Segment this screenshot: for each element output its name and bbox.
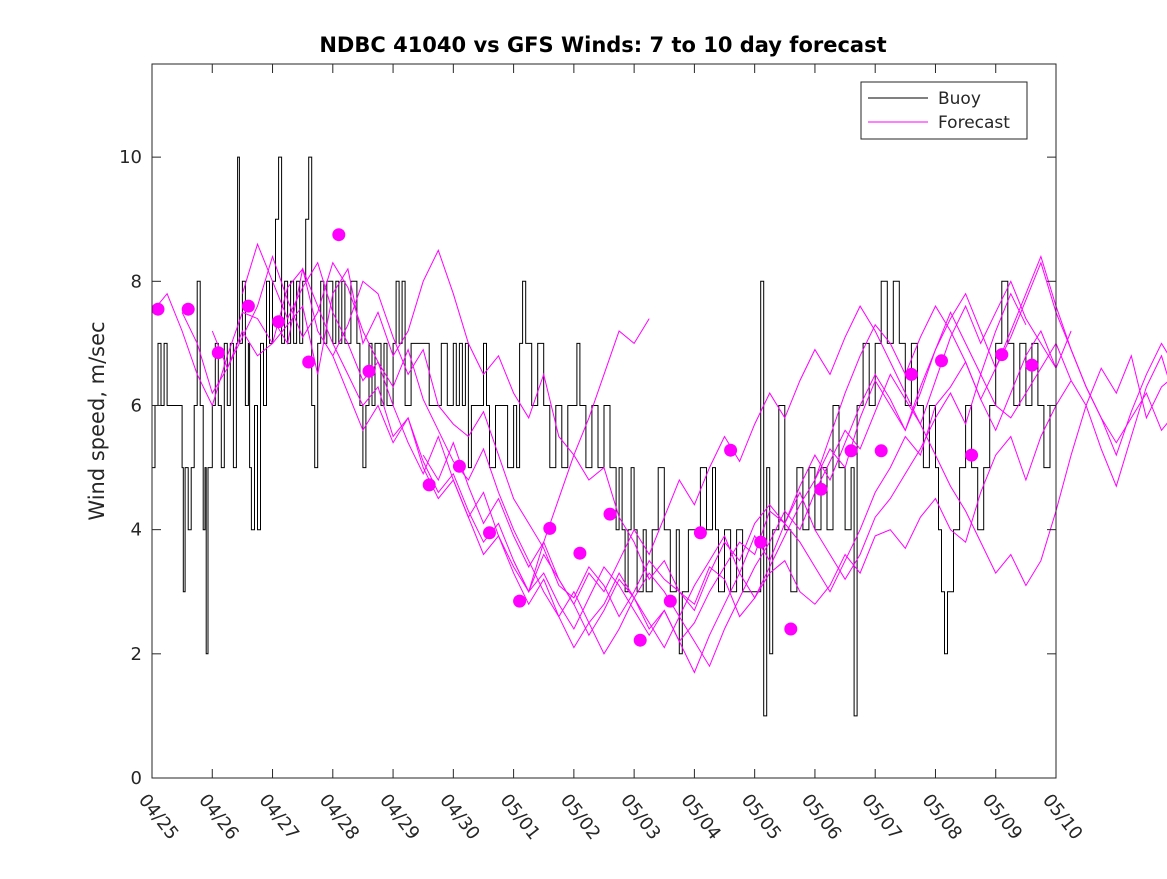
forecast-marker-25	[935, 354, 948, 367]
forecast-marker-15	[634, 634, 647, 647]
forecast-marker-6	[332, 228, 345, 241]
forecast-marker-16	[664, 595, 677, 608]
forecast-marker-4	[272, 315, 285, 328]
forecast-marker-5	[302, 356, 315, 369]
y-tick-label-3: 6	[131, 395, 142, 416]
forecast-marker-1	[182, 303, 195, 316]
legend: Buoy Forecast	[861, 82, 1027, 139]
y-tick-label-2: 4	[131, 520, 142, 541]
forecast-marker-8	[423, 478, 436, 491]
legend-forecast-label: Forecast	[938, 113, 1010, 133]
forecast-marker-27	[995, 348, 1008, 361]
forecast-marker-20	[784, 623, 797, 636]
legend-buoy-label: Buoy	[938, 89, 981, 109]
forecast-marker-17	[694, 526, 707, 539]
chart-title: NDBC 41040 vs GFS Winds: 7 to 10 day for…	[319, 33, 886, 57]
forecast-marker-28	[1025, 359, 1038, 372]
forecast-marker-24	[905, 368, 918, 381]
forecast-marker-19	[754, 536, 767, 549]
forecast-marker-14	[604, 508, 617, 521]
y-tick-label-4: 8	[131, 271, 142, 292]
forecast-marker-26	[965, 449, 978, 462]
forecast-marker-10	[483, 526, 496, 539]
forecast-marker-21	[815, 483, 828, 496]
forecast-marker-7	[363, 365, 376, 378]
forecast-marker-13	[573, 547, 586, 560]
forecast-marker-11	[513, 595, 526, 608]
forecast-marker-3	[242, 300, 255, 313]
y-tick-label-5: 10	[119, 147, 142, 168]
forecast-marker-0	[152, 303, 165, 316]
y-axis-label: Wind speed, m/sec	[85, 321, 109, 520]
forecast-marker-12	[543, 522, 556, 535]
y-tick-label-0: 0	[131, 768, 142, 789]
forecast-marker-22	[845, 444, 858, 457]
forecast-marker-18	[724, 444, 737, 457]
forecast-marker-9	[453, 460, 466, 473]
y-tick-label-1: 2	[131, 644, 142, 665]
forecast-marker-23	[875, 444, 888, 457]
forecast-marker-2	[212, 346, 225, 359]
